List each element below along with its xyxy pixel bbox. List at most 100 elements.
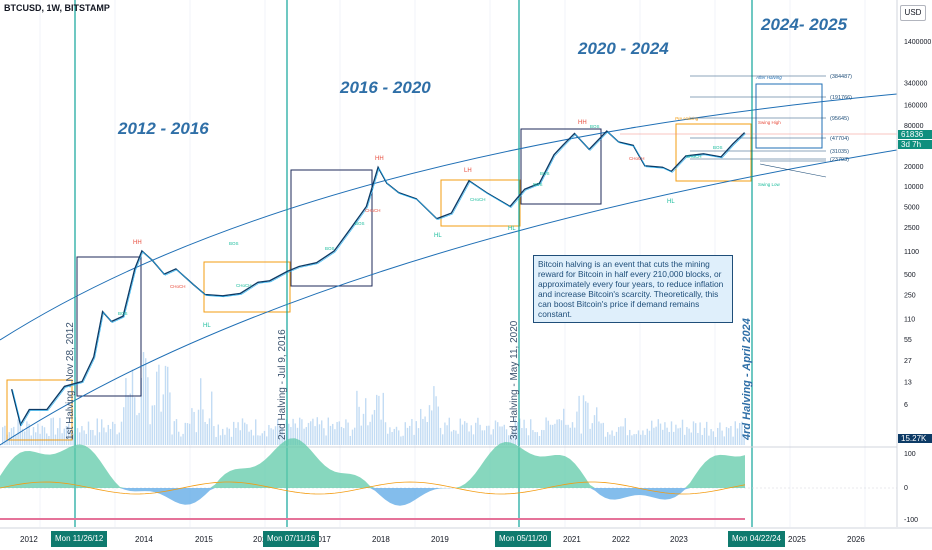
volume-bar (142, 352, 145, 445)
volume-bar (560, 420, 563, 445)
volume-bar (235, 427, 237, 445)
volume-bar (664, 422, 666, 445)
volume-bar (186, 423, 189, 445)
volume-bar (208, 418, 211, 445)
volume-bar (195, 432, 197, 445)
halving-date-tag: Mon 07/11/16 (263, 531, 320, 547)
volume-bar (327, 417, 329, 445)
volume-bar (626, 435, 629, 445)
target-line (759, 163, 827, 178)
volume-bar (294, 423, 296, 445)
volume-bar (325, 435, 327, 445)
volume-bar (457, 433, 459, 445)
bar-countdown-tag: 3d 7h (898, 140, 932, 149)
oscillator-bear-area (0, 488, 745, 506)
volume-bar (301, 419, 303, 445)
volume-bar (171, 434, 173, 445)
volume-bar (378, 395, 380, 445)
x-tick-label: 2025 (788, 535, 806, 544)
osc-y-tick-label: 0 (904, 485, 908, 492)
volume-bar (505, 429, 508, 445)
volume-bar (703, 427, 706, 445)
osc-y-tick-label: 100 (904, 451, 916, 458)
volume-bar (32, 427, 35, 445)
symbol-title[interactable]: BTCUSD, 1W, BITSTAMP (4, 3, 110, 13)
volume-bar (288, 423, 290, 445)
volume-bar (701, 434, 703, 445)
volume-bar (68, 423, 70, 445)
volume-bar (384, 422, 387, 445)
volume-bar (189, 423, 191, 445)
x-axis: 2012 2014 2015 2016 2017 2018 2019 2021 2022 2023… (0, 527, 932, 544)
volume-bar (367, 425, 369, 445)
volume-bar (351, 429, 354, 445)
volume-bar (613, 435, 615, 445)
volume-bar (76, 428, 79, 445)
volume-bar (140, 377, 142, 445)
structure-box (440, 179, 521, 227)
volume-bar (494, 420, 497, 445)
volume-bar (699, 422, 701, 445)
y-tick-label: 500 (904, 272, 916, 279)
volume-bar (519, 418, 521, 445)
volume-bar (497, 422, 499, 445)
x-tick-label: 2021 (563, 535, 581, 544)
volume-bar (37, 423, 39, 445)
halving-label: 2nd Halving - Jul 9, 2016 (277, 329, 288, 440)
volume-bar (547, 420, 549, 445)
volume-bar (642, 430, 644, 445)
volume-bar (402, 435, 404, 445)
volume-bar (46, 433, 48, 445)
volume-bar (580, 433, 582, 445)
volume-bar (662, 429, 664, 445)
volume-bar (105, 432, 107, 445)
volume-bar (230, 436, 233, 445)
volume-bar (248, 431, 250, 445)
volume-bar (598, 421, 600, 445)
currency-badge[interactable]: USD (900, 5, 926, 21)
volume-bar (193, 411, 195, 445)
volume-bar (241, 418, 244, 445)
y-axis-background (897, 0, 932, 550)
volume-bar (92, 429, 94, 445)
volume-bar (607, 432, 609, 445)
volume-bar (175, 419, 178, 445)
volume-bar (428, 405, 431, 445)
volume-bar (516, 421, 519, 445)
annotation-label: HH (375, 156, 384, 162)
volume-bar (382, 392, 384, 445)
y-tick-label: 10000 (904, 184, 924, 191)
channel-lower (0, 149, 898, 446)
volume-bar (723, 436, 725, 445)
volume-bar (191, 408, 193, 445)
volume-bar (569, 427, 571, 445)
volume-bar (257, 435, 259, 445)
volume-bar (268, 424, 270, 445)
volume-bar (556, 419, 558, 445)
volume-bar (41, 425, 43, 445)
volume-bar (299, 417, 301, 445)
volume-bar (666, 427, 668, 445)
y-tick-label: 27 (904, 358, 912, 365)
volume-bar (725, 427, 728, 445)
volume-bar (178, 431, 180, 445)
volume-bar (83, 430, 85, 445)
y-axis: 1400000340000160000800002000010000500025… (896, 0, 932, 550)
volume-bar (637, 430, 640, 445)
volume-bar (70, 431, 72, 445)
price-series (11, 130, 746, 427)
volume-bar (708, 435, 710, 445)
volume-bar (492, 429, 494, 445)
volume-bar (673, 431, 675, 445)
volume-bar (499, 426, 501, 445)
structure-box (755, 83, 823, 149)
structure-boxes (6, 83, 823, 441)
x-tick-label: 2026 (847, 535, 865, 544)
volume-bar (266, 436, 268, 445)
oscillator-bull-area (0, 438, 745, 488)
volume-bar (659, 423, 662, 445)
structure-box (520, 128, 602, 205)
volume-bar (587, 402, 589, 445)
volume-bar (646, 428, 648, 445)
volume-bar (398, 430, 400, 445)
